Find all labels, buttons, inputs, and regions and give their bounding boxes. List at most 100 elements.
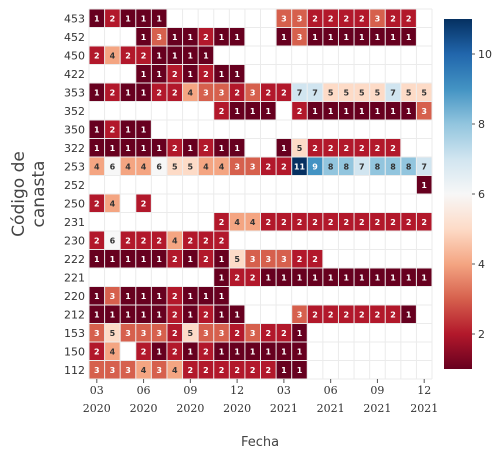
cell-value-label: 8 bbox=[343, 162, 349, 171]
x-tick-label: 2021 bbox=[270, 402, 298, 415]
heatmap-cell bbox=[276, 28, 292, 46]
y-tick-label: 350 bbox=[64, 123, 85, 136]
heatmap-cell bbox=[136, 287, 151, 305]
cell-value-label: 2 bbox=[281, 218, 287, 227]
x-tick-label: 2021 bbox=[317, 402, 345, 415]
cell-value-label: 1 bbox=[110, 310, 116, 319]
cell-value-label: 1 bbox=[406, 310, 412, 319]
cell-value-label: 5 bbox=[421, 88, 427, 97]
cell-value-label: 2 bbox=[172, 144, 178, 153]
heatmap-cell bbox=[183, 46, 198, 64]
cell-value-label: 1 bbox=[125, 125, 131, 134]
cell-value-label: 3 bbox=[297, 310, 303, 319]
heatmap-cell bbox=[183, 157, 198, 175]
cell-value-label: 1 bbox=[94, 292, 100, 301]
cell-value-label: 1 bbox=[359, 33, 365, 42]
cell-value-label: 3 bbox=[219, 88, 225, 97]
heatmap-cell bbox=[120, 287, 136, 305]
cell-value-label: 2 bbox=[266, 329, 272, 338]
heatmap-cell bbox=[167, 342, 183, 360]
heatmap-cell bbox=[276, 83, 292, 101]
y-tick-label: 250 bbox=[64, 197, 85, 210]
cell-value-label: 3 bbox=[421, 107, 427, 116]
heatmap-cell bbox=[136, 9, 151, 27]
heatmap-cell bbox=[89, 9, 105, 27]
cell-value-label: 1 bbox=[359, 107, 365, 116]
x-tick-label: 2020 bbox=[130, 402, 158, 415]
cell-value-label: 1 bbox=[234, 70, 240, 79]
cell-value-label: 1 bbox=[94, 14, 100, 23]
cell-value-label: 2 bbox=[343, 144, 349, 153]
y-axis-title: Código decanasta bbox=[9, 151, 49, 237]
cell-value-label: 2 bbox=[266, 162, 272, 171]
cell-value-label: 2 bbox=[312, 255, 318, 264]
heatmap-cell bbox=[120, 305, 136, 323]
cell-value-label: 2 bbox=[172, 310, 178, 319]
cell-value-label: 2 bbox=[219, 218, 225, 227]
heatmap-cell bbox=[338, 305, 354, 323]
heatmap-cell bbox=[105, 342, 120, 360]
cell-value-label: 3 bbox=[141, 329, 147, 338]
heatmap-cell bbox=[370, 28, 385, 46]
heatmap-cell bbox=[416, 213, 432, 231]
heatmap-cell bbox=[229, 157, 245, 175]
heatmap-cell bbox=[229, 324, 245, 342]
cell-value-label: 2 bbox=[281, 329, 287, 338]
heatmap-cell bbox=[370, 83, 385, 101]
cell-value-label: 1 bbox=[110, 255, 116, 264]
cell-value-label: 2 bbox=[125, 236, 131, 245]
cell-value-label: 1 bbox=[94, 310, 100, 319]
heatmap-cell bbox=[401, 268, 416, 286]
cell-value-label: 2 bbox=[203, 236, 209, 245]
cell-value-label: 1 bbox=[219, 255, 225, 264]
heatmap-cell bbox=[229, 268, 245, 286]
heatmap-cell bbox=[120, 120, 136, 138]
heatmap-cell bbox=[198, 250, 214, 268]
cell-value-label: 1 bbox=[219, 273, 225, 282]
cell-value-label: 2 bbox=[390, 144, 396, 153]
heatmap-cell bbox=[292, 342, 307, 360]
heatmap-cell bbox=[214, 65, 229, 83]
heatmap-cell bbox=[307, 83, 323, 101]
heatmap-cell bbox=[385, 157, 401, 175]
cell-value-label: 1 bbox=[156, 255, 162, 264]
cell-value-label: 1 bbox=[188, 70, 194, 79]
heatmap-cell bbox=[89, 83, 105, 101]
heatmap-cell bbox=[120, 9, 136, 27]
heatmap-cell bbox=[214, 139, 229, 157]
cell-value-label: 2 bbox=[390, 14, 396, 23]
heatmap-cell bbox=[214, 231, 229, 249]
cell-value-label: 1 bbox=[125, 255, 131, 264]
heatmap-cell bbox=[416, 176, 432, 194]
cell-value-label: 1 bbox=[297, 347, 303, 356]
heatmap-cell bbox=[370, 102, 385, 120]
cell-value-label: 2 bbox=[94, 199, 100, 208]
cell-value-label: 3 bbox=[219, 329, 225, 338]
heatmap-cell bbox=[401, 305, 416, 323]
cell-value-label: 1 bbox=[141, 88, 147, 97]
heatmap-cell bbox=[151, 157, 167, 175]
y-tick-label: 453 bbox=[64, 12, 85, 25]
cell-value-label: 1 bbox=[141, 144, 147, 153]
heatmap-cell bbox=[401, 28, 416, 46]
heatmap-cell bbox=[136, 65, 151, 83]
cell-value-label: 1 bbox=[141, 255, 147, 264]
cell-value-label: 7 bbox=[297, 88, 303, 97]
cell-value-label: 2 bbox=[172, 255, 178, 264]
x-tick-label: 12 bbox=[417, 384, 431, 397]
heatmap-cell bbox=[323, 139, 338, 157]
heatmap-cell bbox=[151, 324, 167, 342]
heatmap-cell bbox=[401, 83, 416, 101]
y-tick-label: 231 bbox=[64, 216, 85, 229]
heatmap-cell bbox=[136, 83, 151, 101]
heatmap-cell bbox=[229, 28, 245, 46]
cell-value-label: 1 bbox=[219, 70, 225, 79]
heatmap-cell bbox=[105, 9, 120, 27]
heatmap-cell bbox=[151, 250, 167, 268]
cell-value-label: 1 bbox=[156, 347, 162, 356]
heatmap-cell bbox=[105, 120, 120, 138]
heatmap-cell bbox=[276, 268, 292, 286]
heatmap-cell bbox=[261, 157, 276, 175]
cell-value-label: 1 bbox=[156, 292, 162, 301]
cell-value-label: 2 bbox=[421, 218, 427, 227]
